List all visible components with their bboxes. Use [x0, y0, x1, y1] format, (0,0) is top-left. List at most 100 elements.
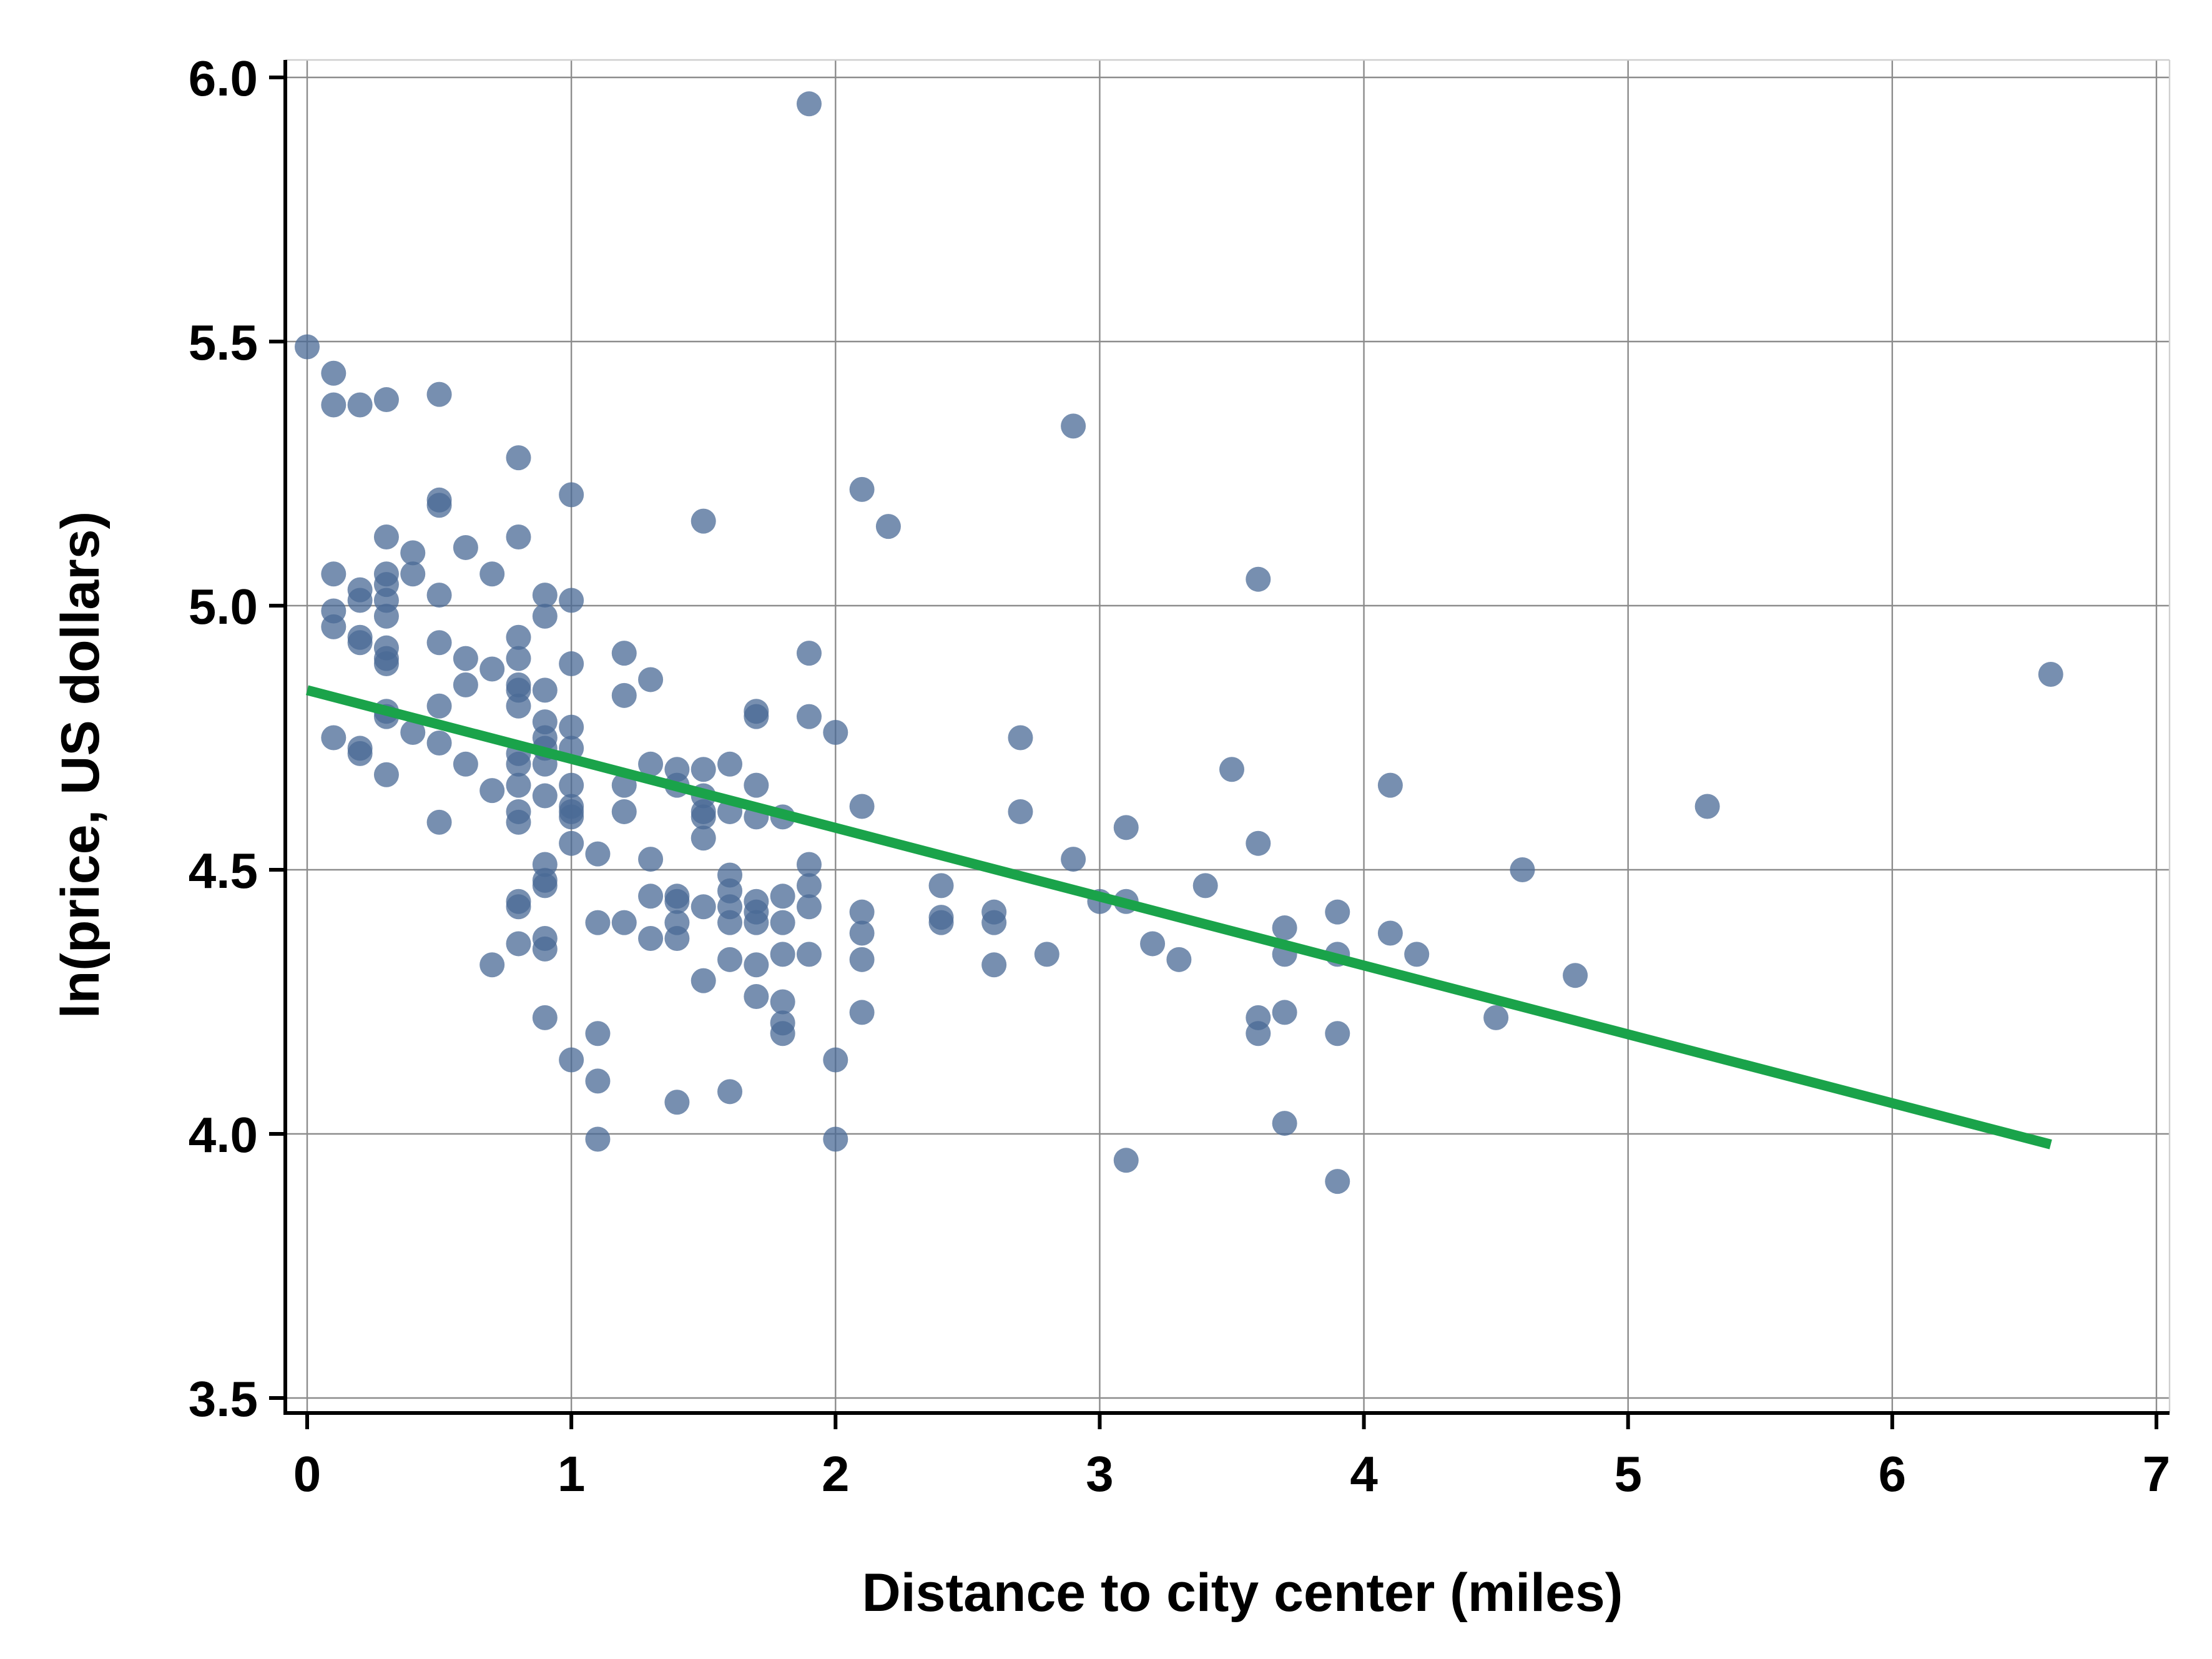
data-point	[796, 873, 822, 898]
data-point	[532, 1005, 558, 1030]
data-point	[426, 730, 452, 756]
data-point	[400, 720, 426, 746]
data-points	[295, 91, 2063, 1194]
data-point	[585, 1068, 611, 1094]
data-point	[1034, 942, 1059, 967]
data-point	[453, 534, 478, 560]
data-point	[849, 1000, 875, 1025]
data-point	[849, 476, 875, 502]
data-point	[347, 630, 373, 656]
data-point	[638, 925, 664, 951]
data-point	[796, 641, 822, 666]
data-point	[981, 952, 1007, 978]
data-point	[559, 482, 584, 508]
data-point	[691, 825, 716, 851]
data-point	[559, 714, 584, 740]
data-point	[426, 493, 452, 518]
data-point	[849, 920, 875, 946]
data-point	[1008, 799, 1033, 824]
x-tick-label: 2	[822, 1446, 850, 1502]
data-point	[1061, 847, 1086, 872]
fit-line	[305, 685, 2052, 1149]
data-point	[796, 852, 822, 877]
data-point	[1325, 1021, 1350, 1046]
data-point	[321, 561, 347, 587]
data-point	[506, 646, 531, 671]
data-point	[506, 809, 531, 835]
data-point	[691, 757, 716, 782]
data-point	[347, 588, 373, 613]
data-point	[559, 772, 584, 798]
x-tick-label: 1	[558, 1446, 586, 1502]
data-point	[744, 772, 769, 798]
data-point	[1377, 920, 1403, 946]
data-point	[1325, 1169, 1350, 1194]
data-point	[717, 751, 743, 777]
data-point	[1246, 1021, 1271, 1046]
fit-line-group	[305, 685, 2052, 1149]
data-point	[638, 847, 664, 872]
data-point	[691, 968, 716, 993]
data-point	[981, 910, 1007, 935]
data-point	[744, 984, 769, 1010]
data-point	[823, 1047, 848, 1073]
data-point	[664, 925, 690, 951]
data-point	[295, 334, 320, 360]
data-point	[559, 830, 584, 856]
data-point	[1510, 857, 1535, 882]
data-point	[638, 884, 664, 909]
data-point	[559, 588, 584, 613]
data-point	[691, 804, 716, 830]
data-point	[321, 725, 347, 751]
data-point	[453, 646, 478, 671]
data-point	[373, 651, 399, 677]
data-point	[585, 910, 611, 935]
data-point	[770, 910, 795, 935]
data-point	[611, 799, 637, 824]
data-point	[373, 387, 399, 413]
data-point	[506, 693, 531, 719]
data-point	[506, 445, 531, 471]
data-point	[1192, 873, 1218, 898]
x-tick-label: 5	[1614, 1446, 1642, 1502]
data-point	[426, 583, 452, 608]
data-point	[506, 624, 531, 650]
data-point	[585, 1126, 611, 1152]
y-tick-label: 4.0	[189, 1107, 258, 1163]
data-point	[611, 641, 637, 666]
data-point	[532, 583, 558, 608]
data-point	[823, 1126, 848, 1152]
y-tick-label: 6.0	[189, 51, 258, 106]
axes	[283, 60, 2170, 1415]
data-point	[770, 989, 795, 1015]
data-point	[744, 952, 769, 978]
data-point	[849, 899, 875, 925]
data-point	[453, 751, 478, 777]
data-point	[532, 936, 558, 962]
data-point	[796, 942, 822, 967]
data-point	[479, 656, 505, 682]
data-point	[506, 931, 531, 957]
data-point	[928, 910, 954, 935]
data-point	[559, 651, 584, 677]
data-point	[347, 392, 373, 418]
data-point	[1219, 757, 1244, 782]
data-point	[1113, 1148, 1139, 1173]
y-axis-label: ln(price, US dollars)	[51, 511, 111, 1018]
data-point	[1272, 915, 1297, 941]
data-point	[1061, 413, 1086, 439]
data-point	[506, 524, 531, 550]
data-point	[744, 704, 769, 729]
data-point	[532, 873, 558, 898]
data-point	[770, 942, 795, 967]
data-point	[453, 672, 478, 697]
y-axis-ticks: 3.5 4.0 4.5 5.0 5.5 6.0	[189, 51, 285, 1427]
data-point	[849, 947, 875, 972]
data-point	[347, 741, 373, 766]
data-point	[532, 783, 558, 809]
data-point	[664, 889, 690, 914]
data-point	[823, 720, 848, 746]
data-point	[1563, 963, 1588, 988]
data-point	[717, 1079, 743, 1105]
data-point	[1483, 1005, 1509, 1030]
